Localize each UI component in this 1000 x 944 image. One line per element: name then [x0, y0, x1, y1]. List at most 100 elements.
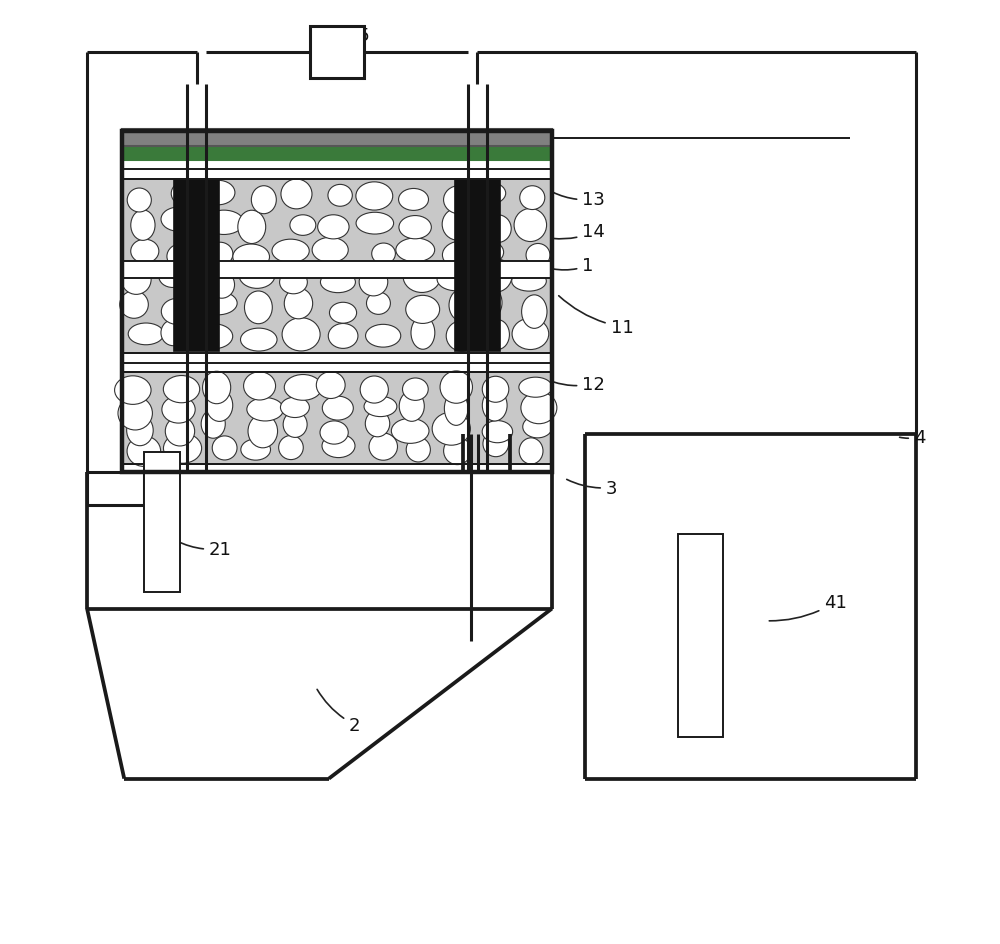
Bar: [122, 130, 552, 147]
Ellipse shape: [328, 185, 352, 207]
Ellipse shape: [163, 433, 202, 464]
Ellipse shape: [519, 378, 552, 397]
Ellipse shape: [118, 397, 152, 430]
Ellipse shape: [248, 415, 278, 448]
Ellipse shape: [442, 242, 480, 269]
Ellipse shape: [403, 379, 428, 401]
Ellipse shape: [486, 320, 509, 350]
Ellipse shape: [203, 372, 231, 404]
Ellipse shape: [121, 265, 151, 295]
Ellipse shape: [127, 415, 153, 447]
Ellipse shape: [523, 416, 552, 438]
Ellipse shape: [391, 419, 429, 444]
Text: 3: 3: [567, 479, 617, 497]
Ellipse shape: [432, 413, 470, 446]
Ellipse shape: [444, 186, 475, 214]
Text: 15: 15: [312, 26, 370, 65]
Ellipse shape: [167, 244, 196, 270]
Bar: [678, 534, 723, 737]
Ellipse shape: [162, 396, 195, 424]
Ellipse shape: [241, 440, 271, 461]
Text: 41: 41: [769, 593, 847, 621]
Ellipse shape: [364, 396, 397, 417]
Ellipse shape: [322, 396, 353, 421]
Bar: [122, 132, 552, 472]
Ellipse shape: [365, 411, 390, 437]
Ellipse shape: [290, 215, 316, 236]
Ellipse shape: [328, 324, 358, 349]
Bar: [122, 373, 552, 464]
Ellipse shape: [128, 324, 164, 346]
Ellipse shape: [115, 377, 151, 405]
Ellipse shape: [241, 329, 277, 352]
Ellipse shape: [437, 268, 475, 292]
Ellipse shape: [399, 392, 424, 422]
Ellipse shape: [312, 238, 348, 263]
Text: 13: 13: [553, 191, 605, 210]
Ellipse shape: [399, 189, 428, 211]
Ellipse shape: [159, 266, 187, 288]
Ellipse shape: [238, 211, 266, 244]
Ellipse shape: [131, 240, 159, 263]
Ellipse shape: [478, 260, 512, 293]
Ellipse shape: [411, 317, 435, 350]
Ellipse shape: [201, 410, 225, 439]
Ellipse shape: [161, 320, 185, 346]
Ellipse shape: [204, 211, 244, 235]
Ellipse shape: [482, 421, 513, 444]
Text: 2: 2: [317, 690, 360, 734]
Ellipse shape: [318, 215, 349, 240]
Ellipse shape: [161, 208, 196, 232]
Ellipse shape: [520, 187, 545, 211]
Ellipse shape: [512, 272, 546, 292]
Ellipse shape: [320, 272, 355, 294]
Ellipse shape: [446, 321, 478, 352]
Ellipse shape: [120, 292, 148, 319]
Ellipse shape: [399, 216, 431, 240]
Ellipse shape: [284, 289, 313, 319]
Bar: [310, 27, 364, 79]
Ellipse shape: [281, 180, 312, 210]
Ellipse shape: [396, 239, 435, 262]
Bar: [122, 179, 552, 354]
Bar: [122, 373, 552, 464]
Ellipse shape: [251, 187, 276, 214]
Ellipse shape: [406, 296, 440, 324]
Ellipse shape: [514, 210, 547, 243]
Ellipse shape: [483, 431, 509, 457]
Ellipse shape: [444, 438, 471, 465]
Ellipse shape: [449, 290, 474, 322]
Ellipse shape: [356, 182, 393, 211]
Text: 1: 1: [553, 257, 594, 276]
Ellipse shape: [322, 434, 355, 458]
Ellipse shape: [359, 268, 388, 296]
Ellipse shape: [329, 303, 357, 324]
Bar: [122, 179, 552, 354]
Ellipse shape: [283, 412, 307, 438]
Ellipse shape: [127, 436, 161, 467]
Ellipse shape: [442, 209, 473, 241]
Ellipse shape: [163, 376, 200, 403]
Ellipse shape: [233, 244, 270, 270]
Text: 11: 11: [559, 296, 633, 337]
Ellipse shape: [161, 299, 193, 325]
Text: 14: 14: [553, 223, 605, 242]
Ellipse shape: [212, 436, 237, 461]
Bar: [122, 261, 552, 278]
Ellipse shape: [279, 436, 303, 460]
Ellipse shape: [199, 292, 237, 315]
Ellipse shape: [476, 287, 502, 320]
Ellipse shape: [320, 421, 348, 445]
Ellipse shape: [209, 272, 235, 299]
Ellipse shape: [484, 215, 511, 244]
Ellipse shape: [369, 433, 397, 461]
Ellipse shape: [482, 390, 507, 422]
Ellipse shape: [403, 261, 441, 294]
Ellipse shape: [239, 262, 275, 289]
Ellipse shape: [127, 189, 151, 212]
Ellipse shape: [247, 398, 284, 422]
Ellipse shape: [282, 318, 320, 351]
Text: 21: 21: [176, 540, 232, 559]
Ellipse shape: [131, 211, 155, 241]
Ellipse shape: [272, 240, 309, 263]
